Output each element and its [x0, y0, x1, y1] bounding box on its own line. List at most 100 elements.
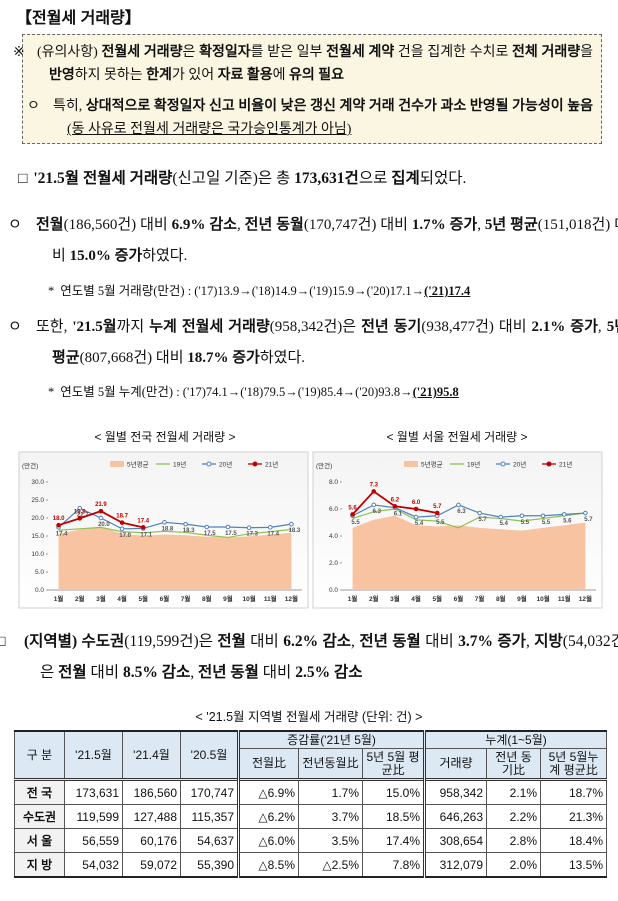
table-cell: 127,488: [122, 804, 181, 829]
legend-label: 20년: [219, 459, 232, 468]
text-run: 하지 못하는: [74, 68, 147, 83]
table-cell: 115,357: [180, 804, 239, 829]
x-tick-label: 11월: [558, 594, 571, 603]
point: [413, 514, 419, 520]
header-cell: 전월比: [237, 748, 299, 780]
x-tick-label: 3월: [390, 594, 400, 603]
text-run: 전월: [36, 217, 64, 233]
chart-title: < 월별 서울 전월세 거래량 >: [386, 430, 528, 444]
table-cell: 54,032: [64, 852, 123, 878]
text-run: 집계: [391, 170, 420, 187]
legend-marker: [546, 461, 552, 467]
text-run: 2.1% 증가: [531, 319, 598, 335]
x-tick-label: 12월: [285, 594, 298, 603]
x-tick-label: 4월: [117, 594, 127, 603]
header-cell: 증감률('21년 5월): [236, 730, 426, 749]
text-run: 15.0% 증가: [69, 248, 143, 264]
text-run: 6.2% 감소: [283, 633, 352, 650]
text-run: 은: [182, 45, 200, 60]
value-label: 17.4: [56, 531, 68, 537]
footnote: * 연도별 5월 거래량(만건) : ('17)13.9→('18)14.9→('…: [48, 280, 608, 299]
table-cell: 3.7%: [298, 804, 363, 829]
point: [392, 504, 398, 509]
value-label: 6.1: [394, 512, 403, 518]
text-run: ('21)17.4: [424, 284, 471, 298]
text-run: ,: [351, 633, 360, 650]
point: [498, 514, 504, 520]
table-row: 지 방 54,032 59,072 55,390 △8.5% △2.5% 7.8% 312,0…: [14, 852, 608, 878]
text-run: 상대적으로 확정일자 신고 비율이 낮은 갱신 계약 거래 건수가 과소 반영될…: [85, 99, 593, 114]
text-run: 되었다.: [419, 170, 467, 187]
value-label: 17.0: [119, 533, 131, 539]
point: [77, 516, 83, 521]
text-run: ,: [525, 633, 535, 650]
point: [204, 524, 210, 530]
text-run: (170,747건) 대비: [303, 217, 412, 233]
text-run: 전월세 거래량: [101, 45, 183, 60]
text-run: (지역별) 수도권: [24, 633, 125, 650]
text-run: 전월: [217, 633, 246, 650]
table-cell: 15.0%: [361, 778, 426, 805]
line: [58, 526, 292, 539]
x-tick-label: 9월: [223, 594, 233, 603]
text-run: 전년 동월: [197, 664, 259, 681]
text-run: 를 받은 일부: [250, 45, 327, 60]
y-tick-label: 4.0: [329, 533, 338, 540]
value-label: 5.6: [563, 518, 572, 524]
legend-swatch: [110, 461, 124, 467]
text-run: (54,032건)은: [40, 633, 618, 681]
text-run: 전년 동월: [359, 633, 421, 650]
x-tick-label: 12월: [579, 594, 592, 603]
value-label: 17.4: [267, 531, 279, 537]
point: [119, 526, 125, 532]
y-tick-label: 6.0: [329, 506, 338, 513]
legend-label: 20년: [513, 459, 526, 468]
table-cell: △6.9%: [237, 778, 299, 805]
text-run: 연도별 5월 거래량(만건) : ('17)13.9→('18)14.9→('1…: [60, 284, 425, 298]
header-cell: 구 분: [14, 730, 65, 780]
text-run: 유의 필요: [289, 68, 345, 83]
text-run: 8.5% 감소: [122, 664, 191, 681]
value-label: 22.7: [77, 512, 89, 518]
line: [352, 508, 586, 529]
text-run: ,: [597, 319, 607, 335]
text-run: (186,560건) 대비: [63, 217, 172, 233]
table-cell: 173,631: [64, 778, 123, 805]
notice-line: ㅇ 특히, 상대적으로 확정일자 신고 비율이 낮은 갱신 계약 거래 건수가 과…: [27, 99, 593, 137]
table-cell: 18.7%: [540, 778, 608, 805]
value-label: 18.3: [183, 528, 195, 534]
legend-marker: [252, 461, 258, 467]
text-run: 대비: [420, 633, 459, 650]
header-cell: 5년 5월 평균比: [361, 748, 426, 780]
table-cell: 55,390: [180, 852, 239, 878]
x-tick-label: 6월: [160, 594, 170, 603]
text-run: (807,668건) 대비: [79, 350, 188, 366]
table-title: < '21.5월 지역별 전월세 거래량 (단위: 건) >: [195, 710, 423, 724]
text-run: '21.5월: [72, 319, 117, 335]
header-cell: '21.4월: [122, 730, 181, 780]
value-label: 20.0: [98, 522, 110, 528]
area: [58, 526, 292, 590]
point: [456, 502, 461, 508]
unit-label: (만건): [22, 461, 38, 470]
x-tick-label: 2월: [369, 594, 379, 603]
table-cell: 170,747: [180, 778, 239, 805]
value-label: 17.5: [225, 531, 237, 537]
table-cell: 54,637: [180, 828, 239, 853]
text-run: ,: [190, 664, 198, 681]
paragraph: ㅇ 전월(186,560건) 대비 6.9% 감소, 전년 동월(170,747건…: [8, 210, 618, 272]
table-cell: 17.4%: [361, 828, 426, 853]
value-label: 18.7: [116, 514, 128, 520]
y-tick-label: 2.0: [329, 560, 338, 567]
header-cell: 5년 5월누계 평균比: [540, 748, 608, 780]
line: [58, 507, 292, 530]
value-label: 5.5: [351, 520, 360, 526]
point: [519, 513, 525, 519]
table-cell: 2.2%: [486, 804, 542, 829]
value-label: 17.1: [140, 532, 152, 538]
notice-line: ※ (유의사항) 전월세 거래량은 확정일자를 받은 일부 전월세 계약 건을 집…: [13, 45, 594, 83]
x-tick-label: 5월: [432, 594, 442, 603]
text-run: 건을 집계한 수치로: [394, 45, 513, 60]
text-run: ,: [477, 217, 485, 233]
text-run: 하였다.: [142, 248, 188, 264]
